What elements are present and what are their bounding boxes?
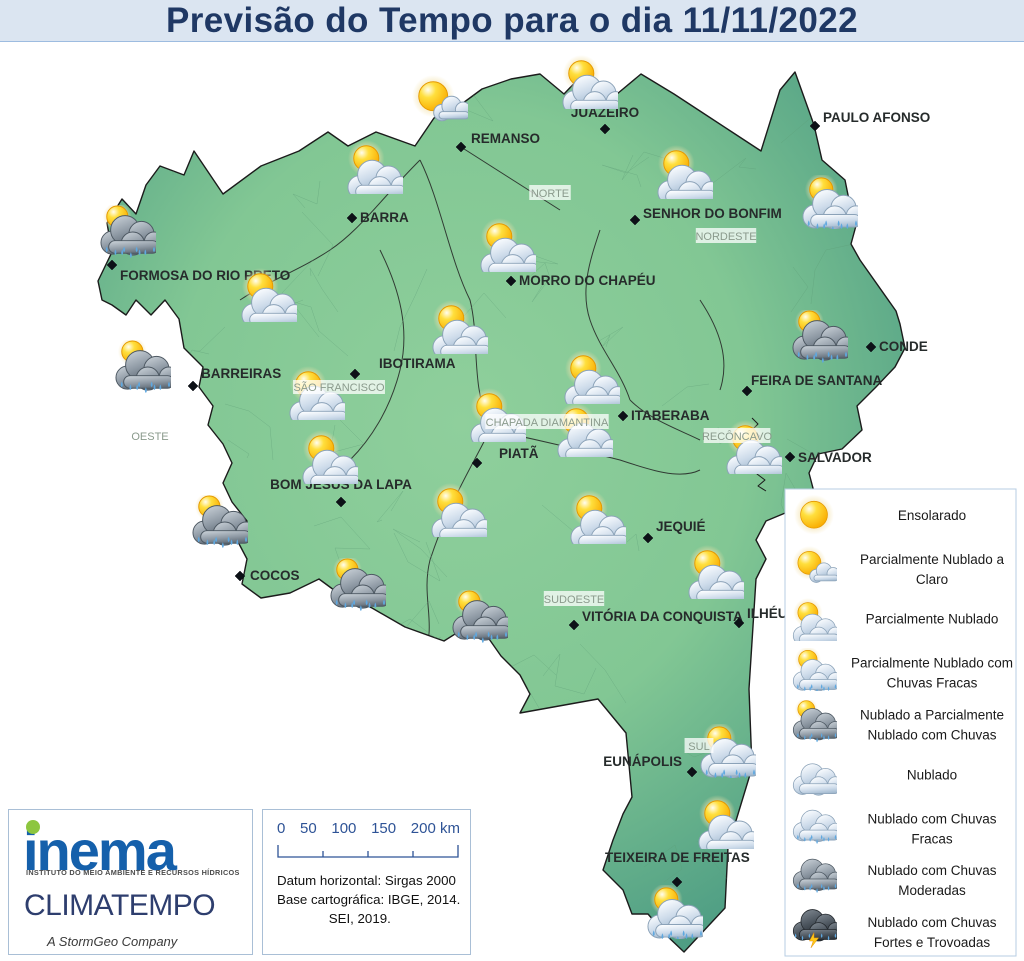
svg-text:BARREIRAS: BARREIRAS	[201, 366, 281, 381]
svg-text:Nublado com Chuvas: Nublado com Chuvas	[867, 863, 996, 878]
svg-text:BARRA: BARRA	[360, 210, 409, 225]
svg-text:FEIRA DE SANTANA: FEIRA DE SANTANA	[751, 373, 883, 388]
svg-text:SALVADOR: SALVADOR	[798, 450, 872, 465]
svg-text:Chuvas Fracas: Chuvas Fracas	[887, 676, 978, 691]
svg-text:PAULO AFONSO: PAULO AFONSO	[823, 110, 930, 125]
svg-text:Parcialmente Nublado a: Parcialmente Nublado a	[860, 552, 1005, 567]
svg-text:VITÓRIA DA CONQUISTA: VITÓRIA DA CONQUISTA	[582, 609, 743, 624]
svg-text:SÃO FRANCISCO: SÃO FRANCISCO	[293, 381, 385, 394]
svg-text:Fortes e Trovoadas: Fortes e Trovoadas	[874, 935, 991, 950]
svg-text:Nublado com Chuvas: Nublado com Chuvas	[867, 811, 996, 826]
svg-text:Fracas: Fracas	[911, 831, 953, 846]
svg-text:EUNÁPOLIS: EUNÁPOLIS	[603, 754, 682, 769]
svg-text:Moderadas: Moderadas	[898, 883, 966, 898]
svg-text:TEIXEIRA DE FREITAS: TEIXEIRA DE FREITAS	[605, 850, 750, 865]
svg-text:Nublado com Chuvas: Nublado com Chuvas	[867, 728, 996, 743]
svg-text:Nublado a Parcialmente: Nublado a Parcialmente	[860, 708, 1004, 723]
svg-text:PIATÃ: PIATÃ	[499, 446, 539, 461]
svg-text:Nublado com Chuvas: Nublado com Chuvas	[867, 915, 996, 930]
svg-text:Nublado: Nublado	[907, 767, 957, 782]
svg-text:RECÔNCAVO: RECÔNCAVO	[702, 430, 773, 443]
svg-text:Claro: Claro	[916, 572, 948, 587]
svg-text:COCOS: COCOS	[250, 568, 300, 583]
svg-text:ITABERABA: ITABERABA	[631, 408, 710, 423]
svg-text:NORDESTE: NORDESTE	[695, 231, 756, 243]
svg-text:MORRO DO CHAPÉU: MORRO DO CHAPÉU	[519, 273, 656, 288]
svg-text:REMANSO: REMANSO	[471, 131, 540, 146]
svg-text:Parcialmente Nublado com: Parcialmente Nublado com	[851, 656, 1013, 671]
svg-text:SUL: SUL	[688, 741, 709, 753]
svg-text:NORTE: NORTE	[531, 188, 569, 200]
svg-text:JEQUIÉ: JEQUIÉ	[656, 519, 706, 534]
svg-text:SUDOESTE: SUDOESTE	[544, 594, 605, 606]
svg-text:CHAPADA DIAMANTINA: CHAPADA DIAMANTINA	[486, 417, 609, 429]
svg-text:SENHOR DO BONFIM: SENHOR DO BONFIM	[643, 206, 782, 221]
svg-text:IBOTIRAMA: IBOTIRAMA	[379, 356, 456, 371]
svg-text:Ensolarado: Ensolarado	[898, 508, 966, 523]
svg-text:OESTE: OESTE	[131, 431, 168, 443]
svg-text:CONDE: CONDE	[879, 339, 928, 354]
svg-text:Parcialmente Nublado: Parcialmente Nublado	[866, 612, 999, 627]
